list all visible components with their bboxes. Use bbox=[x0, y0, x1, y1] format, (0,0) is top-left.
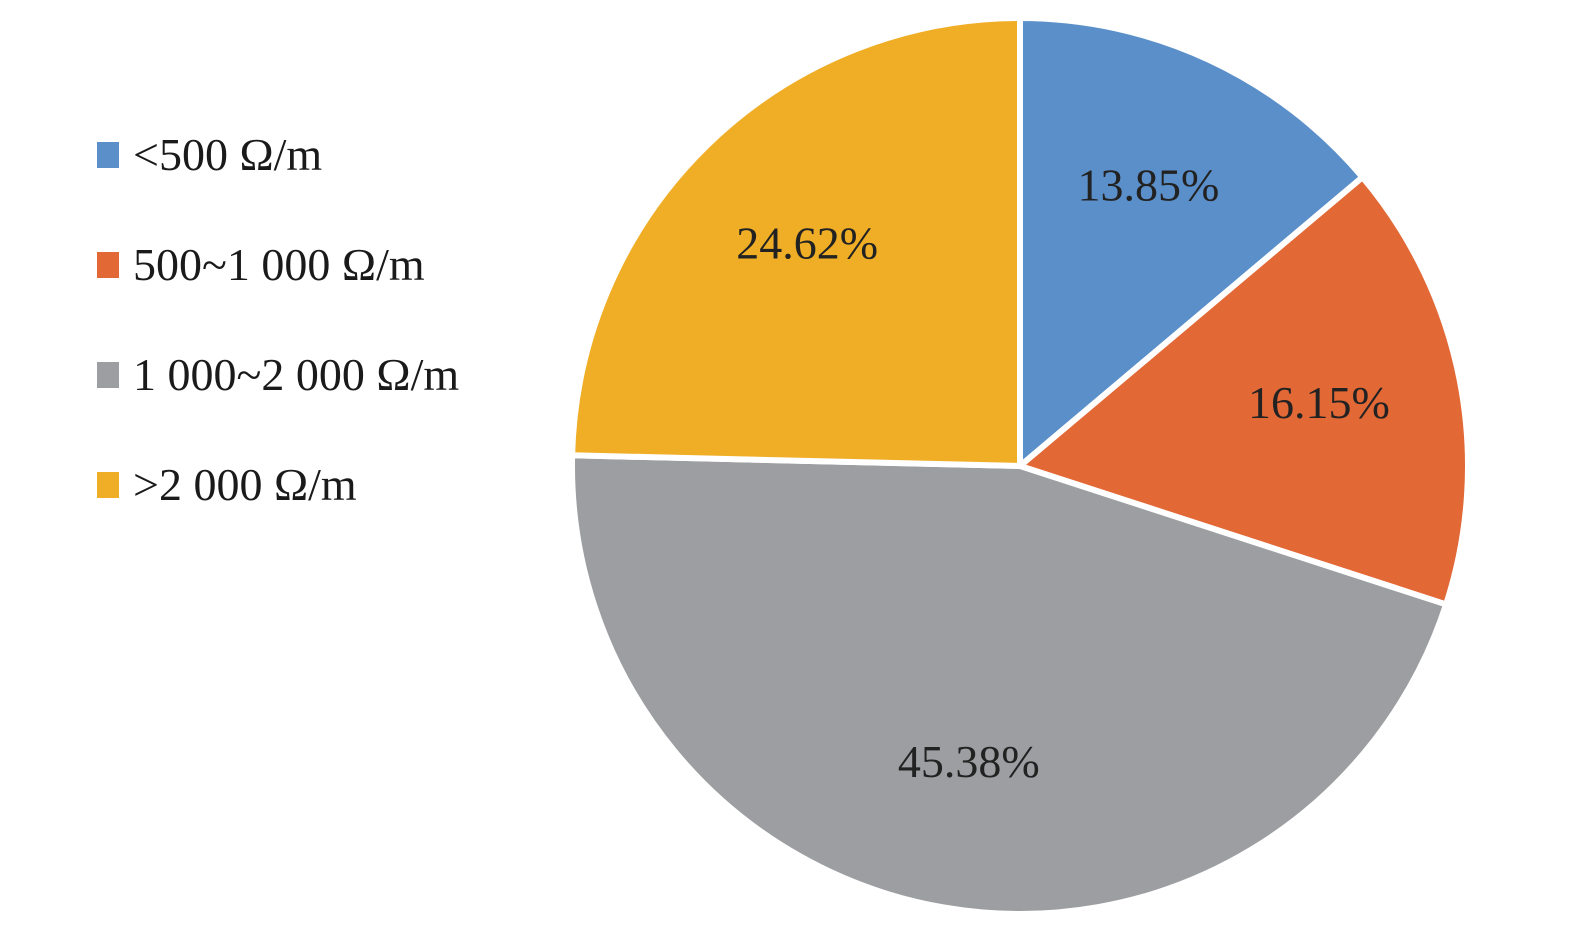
legend-label-500-1000: 500~1 000 Ω/m bbox=[133, 239, 425, 290]
legend-label-gt-2000: >2 000 Ω/m bbox=[133, 459, 357, 510]
legend: <500 Ω/m 500~1 000 Ω/m 1 000~2 000 Ω/m >… bbox=[97, 100, 459, 540]
legend-item-1000-2000: 1 000~2 000 Ω/m bbox=[97, 320, 459, 430]
legend-item-500-1000: 500~1 000 Ω/m bbox=[97, 210, 459, 320]
pie-slice-500-1000 bbox=[1017, 174, 1471, 608]
pie-slice-gt-2000 bbox=[569, 15, 1023, 469]
pie-slice-lt-500 bbox=[1017, 15, 1366, 469]
legend-item-lt-500: <500 Ω/m bbox=[97, 100, 459, 210]
legend-swatch-gt-2000 bbox=[97, 472, 119, 498]
pie-slice-1000-2000 bbox=[569, 452, 1450, 917]
data-label-lt-500: 13.85% bbox=[1077, 159, 1219, 210]
data-label-gt-2000: 24.62% bbox=[736, 218, 878, 269]
data-label-1000-2000: 45.38% bbox=[898, 736, 1040, 787]
legend-swatch-lt-500 bbox=[97, 142, 119, 168]
legend-item-gt-2000: >2 000 Ω/m bbox=[97, 430, 459, 540]
legend-swatch-1000-2000 bbox=[97, 362, 119, 388]
legend-label-1000-2000: 1 000~2 000 Ω/m bbox=[133, 349, 460, 400]
data-label-500-1000: 16.15% bbox=[1248, 377, 1390, 428]
legend-label-lt-500: <500 Ω/m bbox=[133, 129, 323, 180]
legend-swatch-500-1000 bbox=[97, 252, 119, 278]
